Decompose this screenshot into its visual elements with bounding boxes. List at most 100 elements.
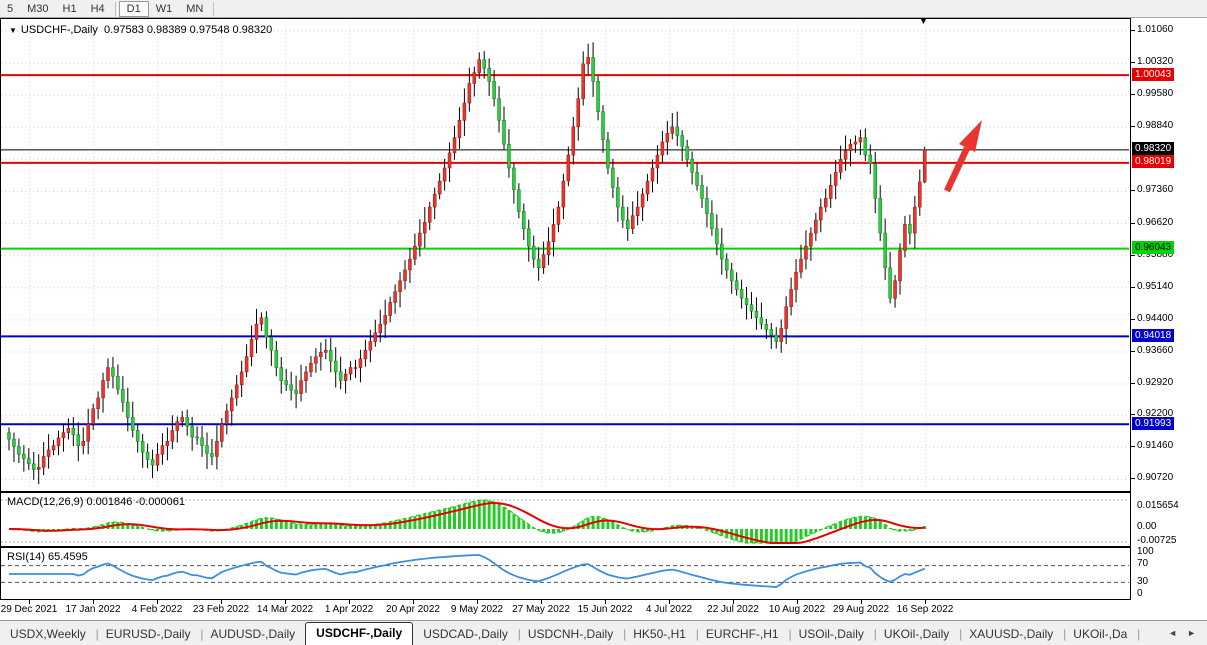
date-axis-tick xyxy=(925,600,926,604)
date-axis-tick xyxy=(29,600,30,604)
chart-tab-audusd[interactable]: AUDUSD-,Daily xyxy=(200,624,307,645)
chart-tab-usdcad[interactable]: USDCAD-,Daily xyxy=(413,624,520,645)
candle-body xyxy=(645,180,650,195)
candle-body xyxy=(853,141,858,145)
candle-body xyxy=(913,206,917,234)
timeframe-button-d1[interactable]: D1 xyxy=(118,0,149,17)
price-axis-label: 0.94400 xyxy=(1137,312,1174,324)
date-axis-tick xyxy=(93,600,94,604)
candle-body xyxy=(423,222,427,234)
candle-body xyxy=(527,228,531,247)
candle-body xyxy=(259,317,264,325)
timeframe-button-5[interactable]: 5 xyxy=(7,2,14,15)
candle-body xyxy=(883,232,887,269)
date-axis-label: 29 Aug 2022 xyxy=(832,604,890,615)
candle-body xyxy=(769,329,774,336)
candle-body xyxy=(160,445,165,455)
candle-body xyxy=(729,269,734,282)
rsi-canvas[interactable] xyxy=(1,548,1130,599)
price-axis-label: 0.92920 xyxy=(1137,377,1174,389)
candle-body xyxy=(452,137,457,154)
candle-body xyxy=(185,417,189,427)
date-axis-tick xyxy=(797,600,798,604)
rsi-layer xyxy=(1,554,1129,588)
candle-body xyxy=(665,133,670,143)
candle-body xyxy=(27,458,31,465)
candle-body xyxy=(12,438,16,447)
candle-body xyxy=(848,143,853,151)
timeframe-button-h4[interactable]: H4 xyxy=(90,2,105,15)
toolbar-separator xyxy=(213,1,215,16)
rsi-line xyxy=(9,554,926,588)
symbol-dropdown-icon[interactable]: ▼ xyxy=(9,26,17,35)
candle-body xyxy=(918,181,922,208)
symbol-title: USDCHF-,Daily xyxy=(20,24,98,36)
price-axis-label: 0.92200 xyxy=(1137,408,1174,420)
chart-tab-xauusd[interactable]: XAUUSD-,Daily xyxy=(959,624,1066,645)
chart-tab-eurchf[interactable]: EURCHF-,H1 xyxy=(696,624,791,645)
candle-body xyxy=(428,206,432,223)
price-axis-tick xyxy=(1131,94,1135,96)
chart-tab-usdx[interactable]: USDX,Weekly xyxy=(0,624,99,645)
timeframe-button-h1[interactable]: H1 xyxy=(62,2,77,15)
candle-body xyxy=(215,441,219,457)
chart-tab-eurusd[interactable]: EURUSD-,Daily xyxy=(96,624,203,645)
candle-body xyxy=(96,397,100,410)
date-axis-label: 14 Mar 2022 xyxy=(256,604,314,615)
price-axis[interactable]: 1.01060 1.00320 0.99580 0.98840 0.97360 0.966… xyxy=(1130,18,1207,600)
candle-body xyxy=(76,434,81,446)
chart-tab-ukoil[interactable]: UKOil-,Daily xyxy=(874,624,963,645)
date-axis-label: 20 Apr 2022 xyxy=(386,604,440,615)
timeframe-button-mn[interactable]: MN xyxy=(186,2,204,15)
price-axis-tick xyxy=(1131,414,1135,416)
candle-body xyxy=(388,302,392,316)
candle-body xyxy=(101,380,105,399)
candle-body xyxy=(393,291,397,303)
candle-body xyxy=(462,102,467,121)
price-axis-tick xyxy=(1131,29,1135,31)
candle-body xyxy=(304,371,308,381)
rsi-indicator-panel[interactable]: RSI(14) 65.4595 xyxy=(0,547,1130,600)
price-axis-label: 1.01060 xyxy=(1137,23,1174,35)
horizontal-lines-layer[interactable] xyxy=(1,74,1129,426)
price-chart-canvas[interactable] xyxy=(1,19,1130,491)
chart-tab-usdcnh[interactable]: USDCNH-,Daily xyxy=(518,624,627,645)
date-axis[interactable]: 29 Dec 2021 17 Jan 2022 4 Feb 2022 23 Feb 2… xyxy=(0,600,1207,620)
candle-body xyxy=(170,430,175,442)
candle-body xyxy=(51,445,56,451)
candle-body xyxy=(165,441,170,446)
candle-body xyxy=(230,397,234,412)
macd-indicator-panel[interactable]: MACD(12,26,9) 0.001846 -0.000061 xyxy=(0,492,1130,547)
candle-body xyxy=(398,280,402,292)
candle-body xyxy=(492,81,496,99)
candle-body xyxy=(403,269,407,282)
candle-body xyxy=(269,336,274,351)
candle-body xyxy=(819,206,823,221)
candle-body xyxy=(759,317,764,325)
chart-tab-usoil[interactable]: USOil-,Daily xyxy=(789,624,878,645)
candle-body xyxy=(190,425,194,438)
timeframe-button-m30[interactable]: M30 xyxy=(27,2,49,15)
timeframe-button-w1[interactable]: W1 xyxy=(155,2,173,15)
tab-scroll-left-icon[interactable]: ◄ xyxy=(1168,628,1178,638)
macd-canvas[interactable] xyxy=(1,493,1130,546)
chart-tab-hk50[interactable]: HK50-,H1 xyxy=(623,624,698,645)
price-chart-panel[interactable]: ▼ USDCHF-,Daily 0.97583 0.98389 0.97548 0… xyxy=(0,16,1130,492)
chart-shift-marker-icon[interactable]: ▼ xyxy=(919,16,928,26)
trend-arrow-annotation[interactable] xyxy=(944,120,982,193)
candle-body xyxy=(715,228,719,245)
date-axis-label: 29 Dec 2021 xyxy=(0,604,58,615)
macd-scale-label: 0.00 xyxy=(1137,521,1157,532)
candle-body xyxy=(720,243,724,260)
chart-tab-ukoil[interactable]: UKOil-,Da xyxy=(1063,624,1140,645)
candle-body xyxy=(284,380,288,386)
candle-body xyxy=(809,232,813,247)
chart-tab-usdchf[interactable]: USDCHF-,Daily xyxy=(305,622,414,645)
date-axis-label: 1 Apr 2022 xyxy=(324,604,374,615)
candle-body xyxy=(546,241,551,256)
candle-body xyxy=(140,441,145,453)
candle-body xyxy=(418,232,422,247)
candle-body xyxy=(695,172,699,186)
candle-body xyxy=(601,111,605,141)
tab-scroll-right-icon[interactable]: ► xyxy=(1187,628,1196,638)
